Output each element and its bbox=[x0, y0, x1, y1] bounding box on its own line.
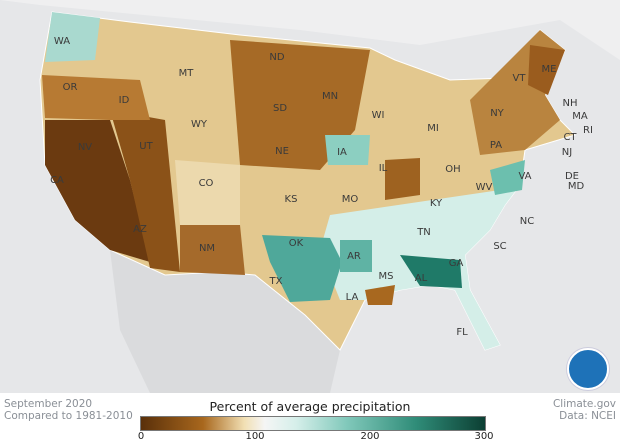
state-label-mt: MT bbox=[179, 68, 195, 79]
state-label-oh: OH bbox=[445, 164, 460, 175]
state-labels: WA OR ID MT WY NV UT CO CA AZ NM ND SD NE KS OK TX MN IA MO… bbox=[50, 36, 593, 338]
state-label-ar: AR bbox=[347, 251, 361, 262]
legend-tick: 100 bbox=[245, 431, 265, 442]
baseline-label: Compared to 1981-2010 bbox=[4, 410, 133, 422]
state-label-sc: SC bbox=[493, 241, 506, 252]
legend-tick: 200 bbox=[360, 431, 380, 442]
state-label-la: LA bbox=[346, 292, 359, 303]
region-indiana-dry bbox=[385, 158, 420, 200]
region-florida-panhandle-wet bbox=[400, 255, 462, 288]
state-label-va: VA bbox=[518, 171, 531, 182]
state-label-ca: CA bbox=[50, 175, 64, 186]
state-label-co: CO bbox=[199, 178, 214, 189]
state-label-nv: NV bbox=[78, 142, 92, 153]
state-label-ma: MA bbox=[572, 111, 588, 122]
canada-landmass bbox=[0, 0, 620, 60]
region-louisiana-dry bbox=[365, 285, 395, 305]
region-texas-wet bbox=[262, 235, 342, 302]
state-label-nm: NM bbox=[199, 243, 215, 254]
us-map-svg: WA OR ID MT WY NV UT CO CA AZ NM ND SD NE KS OK TX MN IA MO… bbox=[0, 0, 620, 393]
state-label-ky: KY bbox=[430, 198, 443, 209]
region-az-ut-dry bbox=[110, 110, 180, 272]
state-label-sd: SD bbox=[273, 103, 287, 114]
state-label-mn: MN bbox=[322, 91, 338, 102]
state-label-pa: PA bbox=[490, 140, 502, 151]
state-label-ok: OK bbox=[289, 238, 304, 249]
legend-tick: 300 bbox=[474, 431, 494, 442]
precipitation-map: WA OR ID MT WY NV UT CO CA AZ NM ND SD NE KS OK TX MN IA MO… bbox=[0, 0, 620, 393]
state-label-ny: NY bbox=[490, 108, 504, 119]
region-west-very-dry bbox=[45, 120, 150, 262]
state-label-fl: FL bbox=[456, 327, 468, 338]
state-label-ct: CT bbox=[563, 132, 577, 143]
credit-label: Climate.gov bbox=[552, 398, 616, 410]
state-label-vt: VT bbox=[513, 73, 527, 84]
state-label-ia: IA bbox=[337, 147, 347, 158]
region-virginia-wet bbox=[490, 160, 525, 195]
precip-regions bbox=[42, 12, 565, 350]
legend-color-bar bbox=[140, 416, 486, 431]
state-label-tn: TN bbox=[416, 227, 431, 238]
noaa-logo bbox=[567, 348, 609, 390]
state-label-or: OR bbox=[63, 82, 78, 93]
legend-tick: 0 bbox=[137, 431, 145, 442]
map-date-caption: September 2020 Compared to 1981-2010 bbox=[4, 398, 133, 422]
state-label-me: ME bbox=[542, 64, 557, 75]
state-label-ne: NE bbox=[275, 146, 289, 157]
state-label-ks: KS bbox=[285, 194, 298, 205]
state-label-nc: NC bbox=[520, 216, 534, 227]
state-label-de: DE bbox=[565, 171, 579, 182]
state-label-tx: TX bbox=[269, 276, 283, 287]
region-or-id-dry bbox=[42, 75, 150, 120]
state-label-al: AL bbox=[415, 273, 428, 284]
mexico-landmass bbox=[110, 250, 340, 393]
period-label: September 2020 bbox=[4, 398, 93, 410]
state-label-md: MD bbox=[568, 181, 585, 192]
region-arkansas-wet bbox=[340, 240, 372, 272]
state-label-ut: UT bbox=[139, 141, 153, 152]
source-label: Data: NCEI bbox=[559, 410, 616, 422]
state-label-ms: MS bbox=[379, 271, 394, 282]
state-label-wa: WA bbox=[54, 36, 70, 47]
region-maine-dry bbox=[528, 45, 565, 95]
state-label-wy: WY bbox=[191, 119, 208, 130]
state-label-mi: MI bbox=[427, 123, 439, 134]
state-label-ga: GA bbox=[449, 258, 464, 269]
state-label-mo: MO bbox=[342, 194, 359, 205]
state-label-ri: RI bbox=[583, 125, 593, 136]
region-colorado-light bbox=[175, 160, 240, 225]
state-label-id: ID bbox=[119, 95, 130, 106]
state-label-nd: ND bbox=[269, 52, 284, 63]
credits: Climate.gov Data: NCEI bbox=[553, 398, 616, 422]
legend-title: Percent of average precipitation bbox=[209, 399, 411, 414]
region-wa-wet bbox=[45, 12, 100, 62]
state-label-il: IL bbox=[379, 163, 388, 174]
state-label-az: AZ bbox=[133, 224, 147, 235]
state-label-nh: NH bbox=[563, 98, 578, 109]
state-label-wv: WV bbox=[476, 182, 493, 193]
state-label-nj: NJ bbox=[562, 147, 572, 158]
region-iowa-wet bbox=[325, 135, 370, 165]
region-nm-dry bbox=[180, 225, 245, 275]
state-label-wi: WI bbox=[372, 110, 385, 121]
